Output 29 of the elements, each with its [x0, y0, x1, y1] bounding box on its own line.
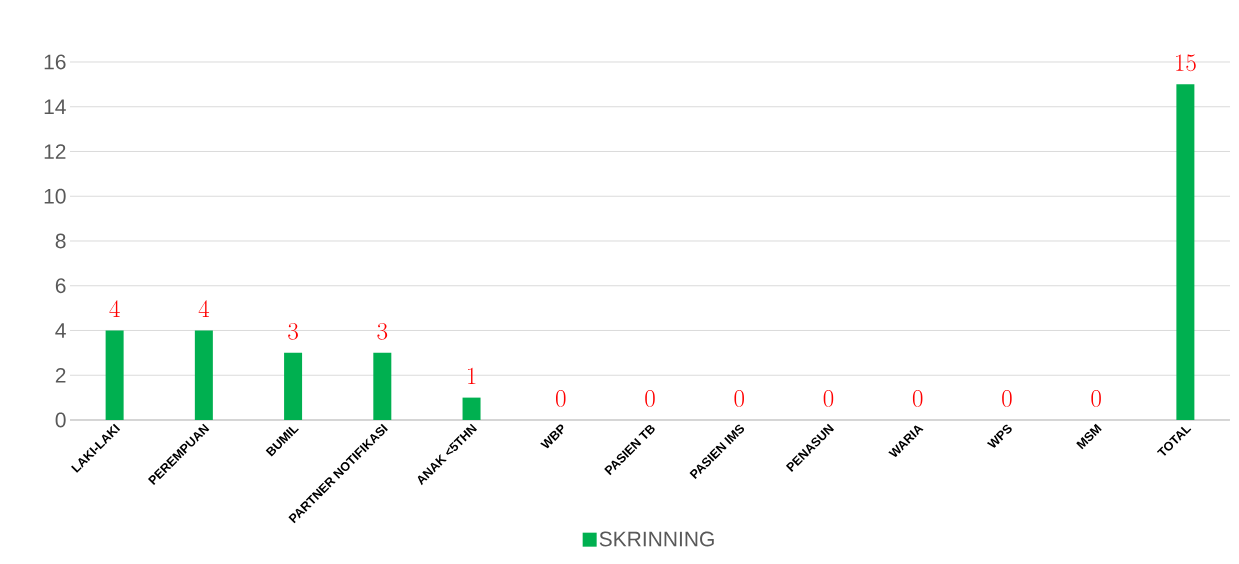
y-tick-label: 0: [55, 412, 66, 428]
data-label: 0: [1002, 390, 1012, 407]
y-tick-label: 4: [55, 323, 66, 338]
data-label: 15: [1176, 54, 1196, 72]
data-label: 1: [468, 367, 476, 385]
data-label: 3: [288, 322, 298, 340]
y-tick-label: 10: [44, 188, 66, 204]
legend-label: SKRINNING: [599, 531, 714, 547]
bar: [194, 330, 213, 420]
y-tick-label: 6: [55, 278, 66, 294]
bar: [284, 352, 303, 420]
data-label: 4: [109, 300, 120, 317]
data-label: 0: [912, 390, 923, 407]
data-label: 0: [645, 390, 655, 407]
y-tick-label: 2: [55, 367, 66, 383]
data-label: 3: [377, 322, 388, 340]
y-tick-label: 12: [44, 144, 66, 159]
bar: [462, 397, 481, 420]
data-label: 0: [556, 390, 566, 407]
data-label: 0: [1091, 390, 1101, 407]
y-tick-label: 14: [44, 99, 66, 114]
y-tick-label: 16: [44, 54, 66, 70]
bar: [373, 352, 392, 420]
data-label: 4: [198, 300, 210, 317]
data-label: 0: [823, 390, 834, 407]
y-tick-label: 8: [55, 233, 66, 249]
bar: [1176, 84, 1195, 420]
bar: [105, 330, 124, 420]
data-label: 0: [734, 390, 744, 407]
